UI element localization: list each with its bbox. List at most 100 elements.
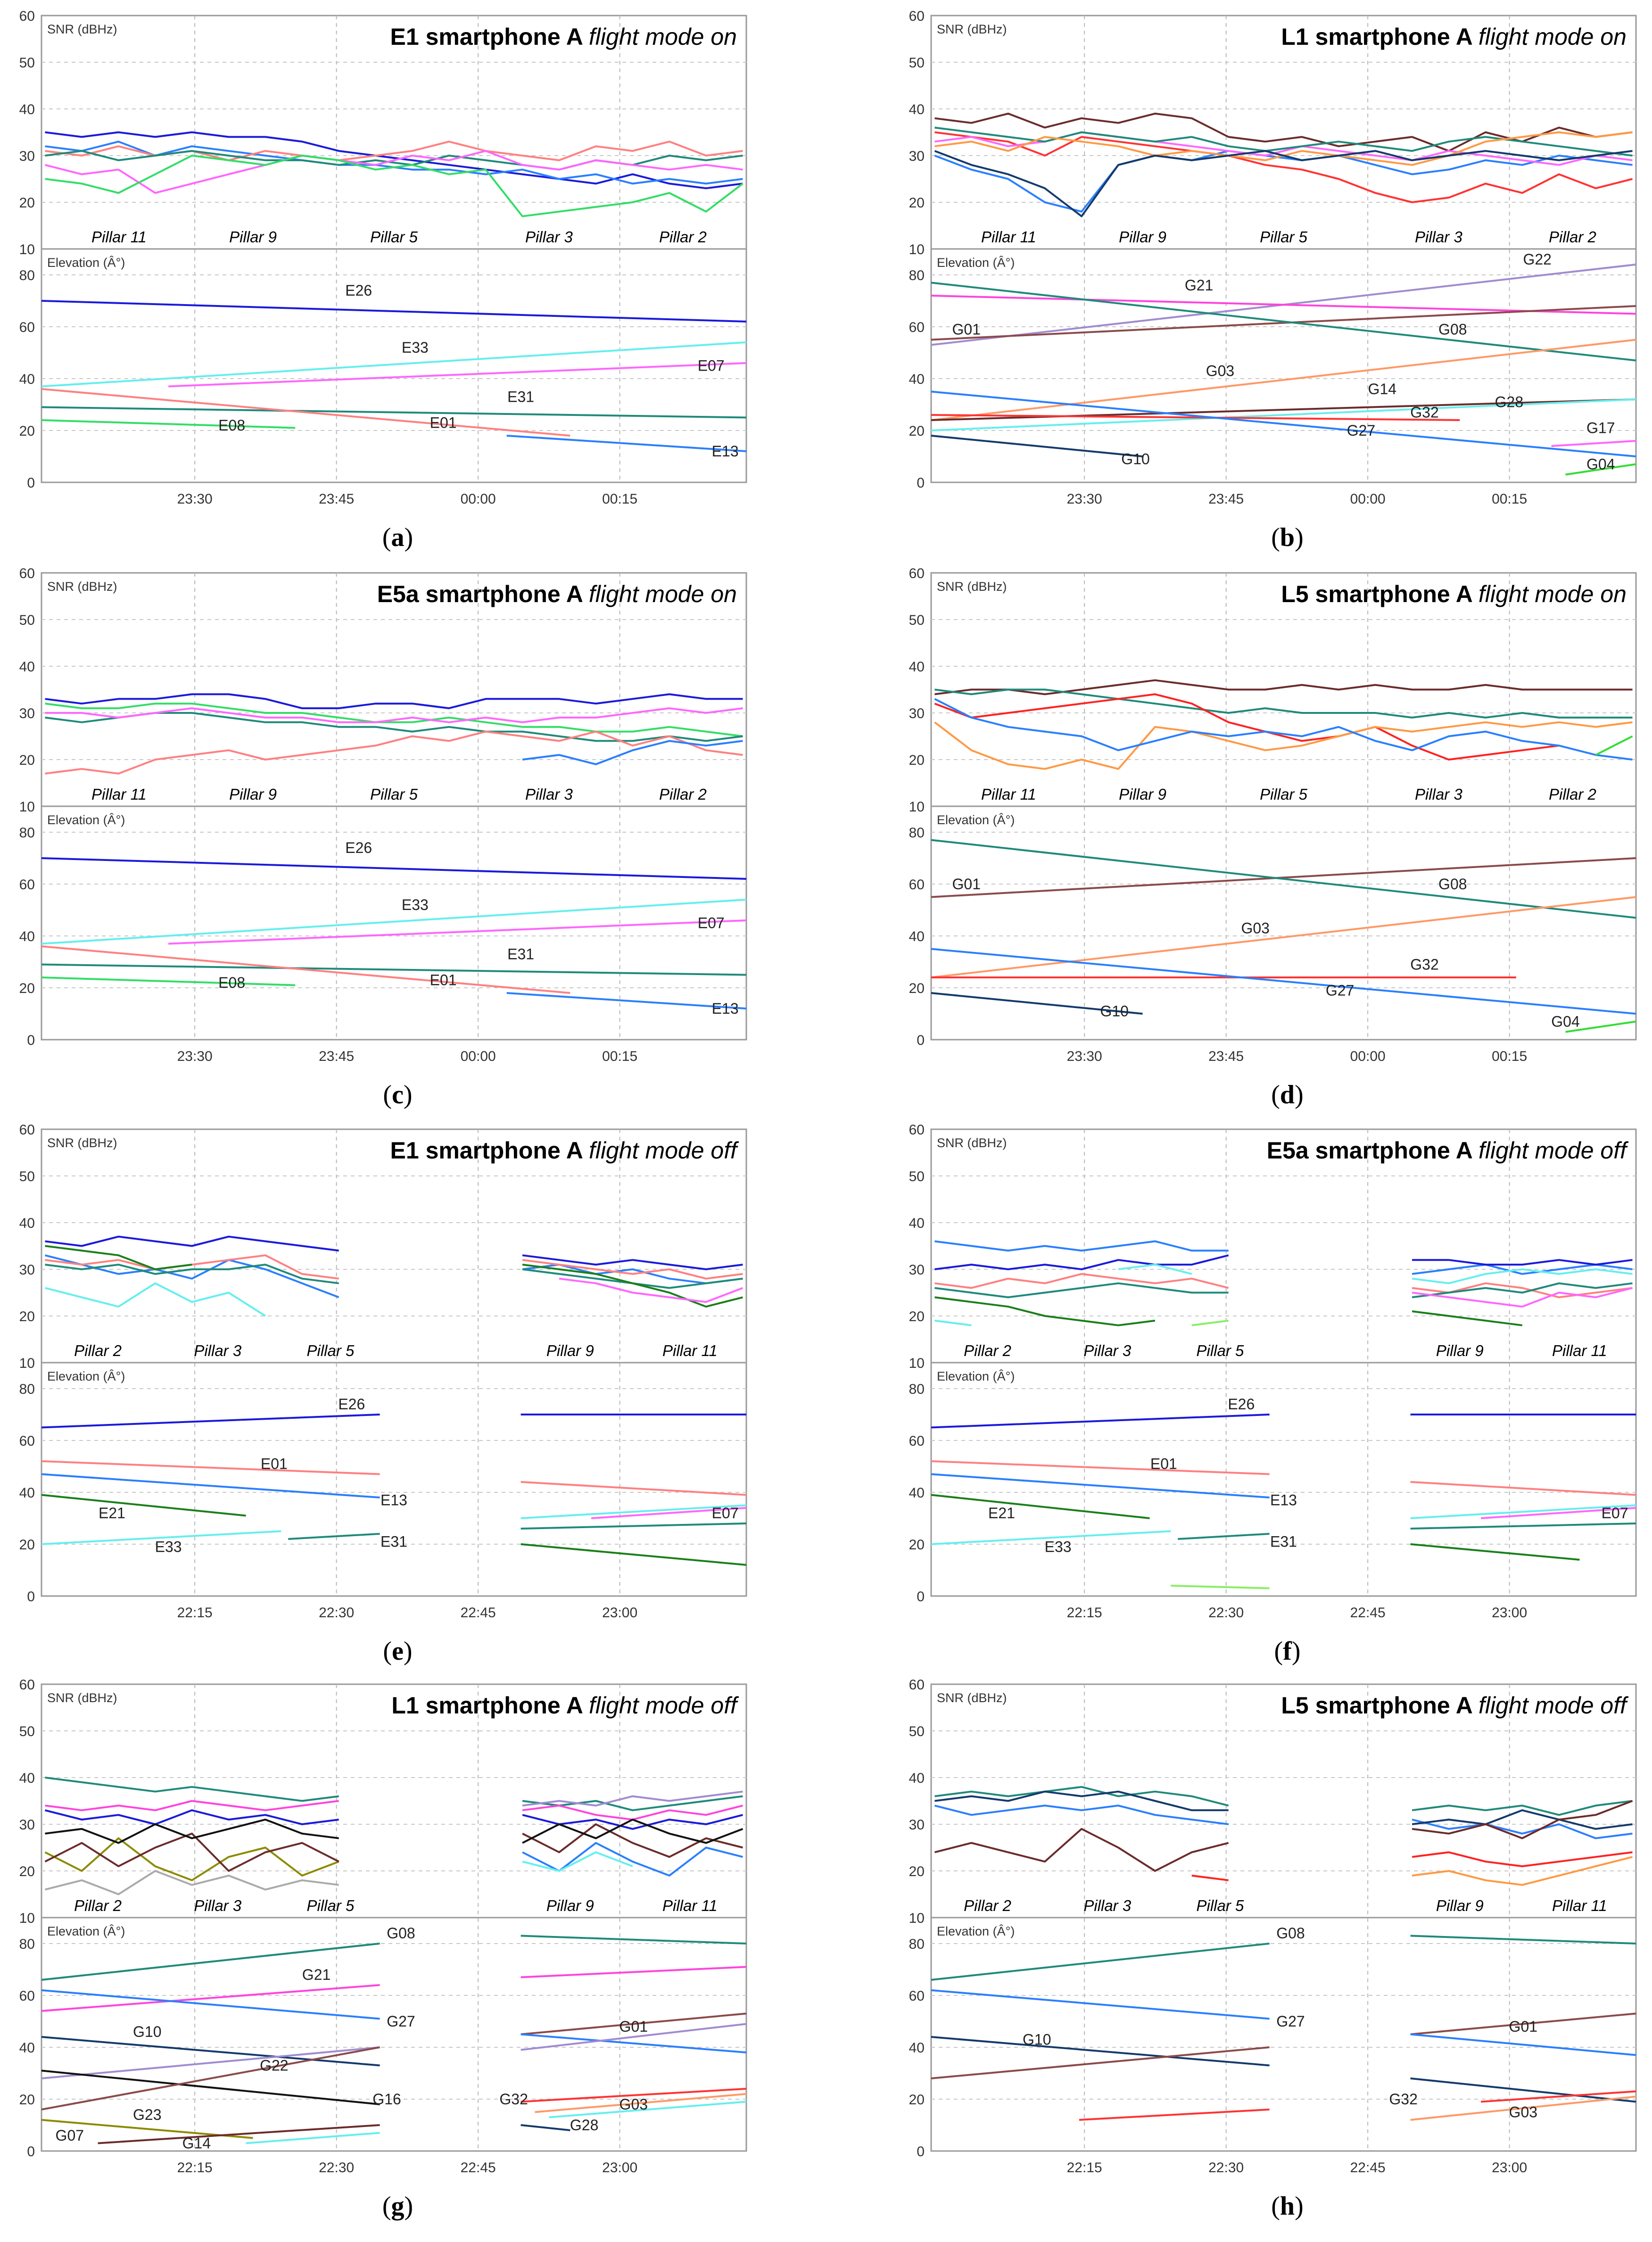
snr-axis-label: SNR (dBHz) bbox=[47, 1691, 117, 1705]
time-tick-label: 00:00 bbox=[1350, 1049, 1386, 1064]
elev-tick-label: 80 bbox=[909, 268, 925, 283]
snr-tick-label: 30 bbox=[19, 706, 35, 721]
elevation-track bbox=[931, 839, 1636, 919]
elevation-track bbox=[931, 339, 1636, 421]
panel-caption: (b) bbox=[1271, 523, 1303, 552]
elevation-track bbox=[520, 2012, 747, 2035]
satellite-label: E07 bbox=[1602, 1505, 1628, 1522]
snr-tick-label: 40 bbox=[909, 1770, 925, 1786]
time-tick-label: 22:15 bbox=[1067, 1605, 1102, 1621]
satellite-label: E07 bbox=[698, 357, 725, 374]
snr-series-line bbox=[522, 1851, 633, 1872]
pillar-label: Pillar 3 bbox=[1083, 1342, 1132, 1359]
panel-title: E1 smartphone A flight mode on bbox=[390, 24, 737, 50]
elev-tick-label: 20 bbox=[909, 2092, 925, 2108]
snr-series-line bbox=[522, 1790, 743, 1807]
snr-tick-label: 20 bbox=[909, 1864, 925, 1879]
snr-tick-label: 60 bbox=[19, 566, 35, 581]
elevation-track bbox=[41, 388, 570, 437]
snr-tick-label: 10 bbox=[909, 1911, 925, 1926]
snr-series-line bbox=[45, 707, 743, 723]
time-tick-label: 22:45 bbox=[461, 1605, 496, 1621]
time-tick-label: 00:15 bbox=[1492, 491, 1527, 507]
time-tick-label: 00:15 bbox=[1492, 1049, 1527, 1064]
snr-tick-label: 60 bbox=[19, 1677, 35, 1693]
satellite-label: E26 bbox=[345, 282, 372, 299]
caption-letter: f bbox=[1283, 1637, 1292, 1666]
elevation-pane bbox=[930, 1362, 1637, 1597]
elevation-track bbox=[41, 2046, 380, 2110]
satellite-label: E01 bbox=[430, 414, 457, 431]
snr-series-line bbox=[45, 693, 743, 710]
snr-pane bbox=[930, 1683, 1637, 1919]
elev-tick-label: 60 bbox=[19, 320, 35, 335]
elev-tick-label: 0 bbox=[917, 1589, 925, 1605]
satellite-label: G01 bbox=[1509, 2018, 1537, 2035]
elevation-track bbox=[931, 1530, 1171, 1545]
caption-paren: ) bbox=[1295, 1080, 1304, 1109]
elevation-pane bbox=[930, 805, 1637, 1041]
panel-title-bold: E1 smartphone A bbox=[390, 1137, 589, 1164]
satellite-label: E01 bbox=[261, 1456, 288, 1473]
elevation-track bbox=[931, 390, 1636, 457]
elevation-track bbox=[506, 435, 747, 452]
snr-tick-label: 60 bbox=[19, 8, 35, 24]
snr-axis-label: SNR (dBHz) bbox=[937, 1691, 1007, 1705]
snr-series-line bbox=[934, 131, 1633, 203]
panel-title: E1 smartphone A flight mode off bbox=[390, 1137, 740, 1164]
elev-tick-label: 20 bbox=[19, 1537, 35, 1553]
pillar-label: Pillar 2 bbox=[964, 1342, 1011, 1359]
elevation-track bbox=[41, 1473, 380, 1498]
panel-caption: (g) bbox=[382, 2192, 413, 2221]
elev-tick-label: 60 bbox=[909, 1988, 925, 2004]
satellite-label: E33 bbox=[155, 1539, 182, 1555]
snr-series-line bbox=[45, 1282, 266, 1317]
elevation-track bbox=[1410, 1504, 1636, 1519]
elevation-pane bbox=[41, 248, 747, 483]
snr-series-line bbox=[45, 1819, 743, 1844]
satellite-label: E31 bbox=[380, 1533, 407, 1550]
elev-tick-label: 20 bbox=[909, 981, 925, 996]
snr-series-line bbox=[934, 693, 1559, 761]
satellite-label: G27 bbox=[1276, 2013, 1305, 2030]
satellite-label: G14 bbox=[1368, 381, 1396, 397]
snr-series-line bbox=[1191, 1319, 1229, 1326]
satellite-label: G08 bbox=[1438, 321, 1467, 338]
elev-tick-label: 80 bbox=[19, 1382, 35, 1397]
elev-tick-label: 80 bbox=[19, 825, 35, 841]
elevation-track bbox=[1410, 1522, 1636, 1530]
time-tick-label: 23:30 bbox=[177, 1049, 213, 1064]
time-tick-label: 23:45 bbox=[319, 1049, 354, 1064]
pillar-label: Pillar 9 bbox=[546, 1897, 594, 1914]
pillar-label: Pillar 11 bbox=[1552, 1342, 1607, 1359]
satellite-label: G01 bbox=[952, 876, 981, 893]
snr-tick-label: 30 bbox=[909, 706, 925, 721]
elevation-track bbox=[1410, 1543, 1580, 1561]
snr-series-line bbox=[45, 155, 743, 217]
pillar-label: Pillar 11 bbox=[981, 786, 1036, 803]
satellite-label: E13 bbox=[380, 1492, 407, 1509]
elevation-track bbox=[41, 1494, 246, 1517]
snr-tick-label: 20 bbox=[19, 753, 35, 768]
time-tick-label: 23:45 bbox=[319, 491, 354, 507]
elevation-track bbox=[1480, 1507, 1636, 1519]
satellite-label: E31 bbox=[507, 389, 534, 405]
elev-tick-label: 60 bbox=[19, 1433, 35, 1449]
elevation-track bbox=[41, 2036, 380, 2067]
elevation-track bbox=[41, 945, 570, 994]
elevation-track bbox=[931, 398, 1636, 431]
elev-tick-label: 20 bbox=[19, 981, 35, 996]
snr-tick-label: 30 bbox=[19, 149, 35, 164]
snr-tick-label: 40 bbox=[19, 659, 35, 675]
elev-tick-label: 40 bbox=[909, 2040, 925, 2056]
snr-tick-label: 10 bbox=[909, 799, 925, 815]
elevation-track bbox=[246, 2132, 380, 2144]
time-tick-label: 00:15 bbox=[602, 1049, 637, 1064]
snr-series-line bbox=[934, 1804, 1633, 1839]
caption-letter: g bbox=[391, 2192, 405, 2221]
snr-tick-label: 50 bbox=[19, 1724, 35, 1739]
caption-paren: ( bbox=[383, 1637, 392, 1666]
panel-title: E5a smartphone A flight mode on bbox=[377, 581, 737, 607]
panel-title-italic: flight mode off bbox=[589, 1137, 739, 1164]
snr-tick-label: 30 bbox=[909, 149, 925, 164]
